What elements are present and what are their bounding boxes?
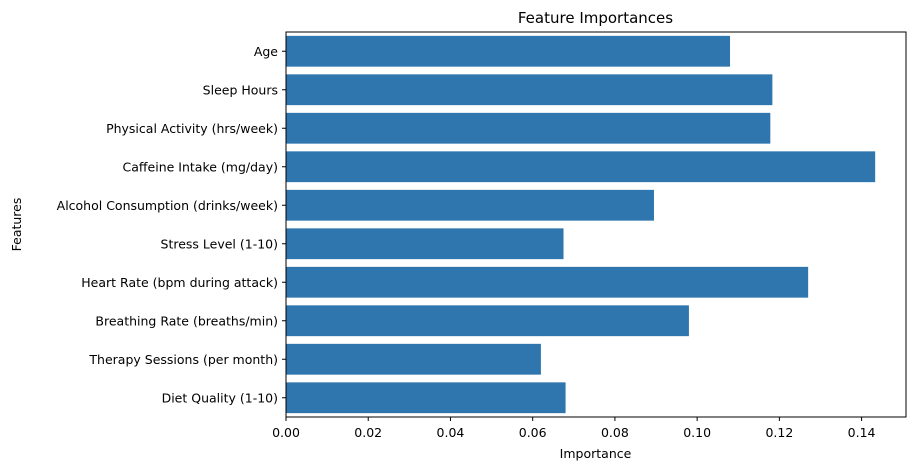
bar <box>286 343 541 375</box>
bar <box>286 305 689 337</box>
x-tick-label: 0.02 <box>354 425 382 440</box>
y-tick-label: Caffeine Intake (mg/day) <box>123 159 278 174</box>
bar <box>286 382 566 414</box>
y-tick-label: Sleep Hours <box>203 82 278 97</box>
bar <box>286 112 771 144</box>
y-tick-label: Heart Rate (bpm during attack) <box>81 275 278 290</box>
y-tick-label: Diet Quality (1-10) <box>162 390 278 405</box>
bar <box>286 35 731 67</box>
y-tick-label: Breathing Rate (breaths/min) <box>95 313 278 328</box>
bar <box>286 74 773 106</box>
x-axis-label: Importance <box>560 446 632 461</box>
chart-title: Feature Importances <box>518 9 673 27</box>
x-tick-label: 0.10 <box>683 425 711 440</box>
y-tick-label: Alcohol Consumption (drinks/week) <box>57 198 278 213</box>
x-tick-label: 0.08 <box>601 425 629 440</box>
bar <box>286 228 564 260</box>
x-tick-label: 0.06 <box>519 425 547 440</box>
y-tick-label: Physical Activity (hrs/week) <box>106 121 278 136</box>
y-axis: Age Sleep Hours Physical Activity (hrs/wee… <box>57 44 286 405</box>
plot-frame <box>285 31 907 418</box>
y-tick-label: Stress Level (1-10) <box>161 236 278 251</box>
y-tick-label: Therapy Sessions (per month) <box>88 352 278 367</box>
bars-layer <box>286 35 876 414</box>
x-axis: 0.00 0.02 0.04 0.06 0.08 0.10 0.12 0.14 <box>272 417 876 440</box>
x-tick-label: 0.12 <box>765 425 793 440</box>
y-tick-label: Age <box>254 44 278 59</box>
x-tick-label: 0.14 <box>848 425 876 440</box>
bar <box>286 266 809 298</box>
y-axis-label: Features <box>9 198 24 252</box>
x-tick-label: 0.00 <box>272 425 300 440</box>
x-tick-label: 0.04 <box>437 425 465 440</box>
bar <box>286 151 876 183</box>
bar <box>286 189 654 221</box>
